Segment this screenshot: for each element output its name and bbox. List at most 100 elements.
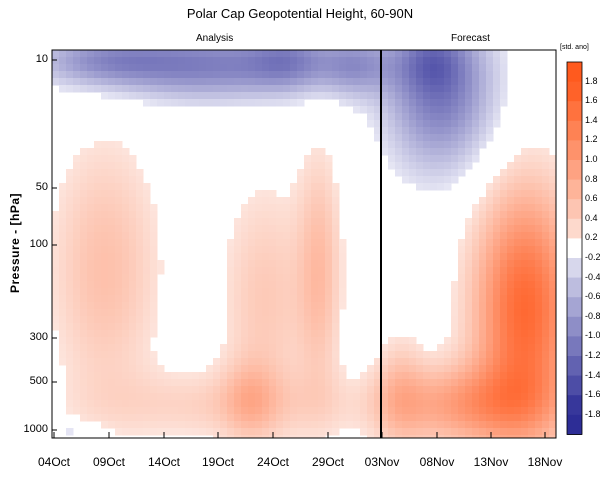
heatmap-cell <box>479 246 487 254</box>
heatmap-cell <box>283 57 291 65</box>
heatmap-cell <box>458 358 466 366</box>
heatmap-cell <box>479 358 487 366</box>
heatmap-cell <box>290 71 298 79</box>
heatmap-cell <box>472 372 480 380</box>
heatmap-cell <box>94 64 102 72</box>
heatmap-cell <box>318 372 326 380</box>
heatmap-cell <box>80 57 88 65</box>
heatmap-cell <box>164 64 172 72</box>
heatmap-cell <box>297 218 305 226</box>
heatmap-cell <box>255 351 263 359</box>
heatmap-cell <box>367 71 375 79</box>
heatmap-cell <box>437 141 445 149</box>
heatmap-cell <box>150 393 158 401</box>
heatmap-cell <box>276 246 284 254</box>
heatmap-cell <box>262 288 270 296</box>
heatmap-cell <box>290 344 298 352</box>
heatmap-cell <box>73 323 81 331</box>
heatmap-cell <box>304 351 312 359</box>
colorbar-label: 0.4 <box>585 212 598 223</box>
heatmap-cell <box>73 218 81 226</box>
heatmap-cell <box>234 414 242 422</box>
heatmap-cell <box>353 78 361 86</box>
heatmap-cell <box>339 99 347 107</box>
colorbar-label: -0.6 <box>585 291 600 302</box>
heatmap-cell <box>416 176 424 184</box>
heatmap-cell <box>381 106 389 114</box>
colorbar-segment <box>567 297 582 318</box>
heatmap-cell <box>59 239 67 247</box>
heatmap-cell <box>500 386 508 394</box>
heatmap-cell <box>227 358 235 366</box>
heatmap-cell <box>549 246 557 254</box>
heatmap-cell <box>451 141 459 149</box>
heatmap-cell <box>185 400 193 408</box>
heatmap-cell <box>325 428 333 436</box>
heatmap-cell <box>255 50 263 58</box>
heatmap-cell <box>493 435 501 439</box>
heatmap-cell <box>108 393 116 401</box>
heatmap-cell <box>521 288 529 296</box>
heatmap-cell <box>276 414 284 422</box>
heatmap-cell <box>325 246 333 254</box>
heatmap-cell <box>521 232 529 240</box>
heatmap-cell <box>297 267 305 275</box>
heatmap-cell <box>178 379 186 387</box>
heatmap-cell <box>115 414 123 422</box>
heatmap-cell <box>542 351 550 359</box>
heatmap-cell <box>150 64 158 72</box>
heatmap-cell <box>276 232 284 240</box>
heatmap-cell <box>66 358 74 366</box>
heatmap-cell <box>451 295 459 303</box>
heatmap-cell <box>388 386 396 394</box>
heatmap-cell <box>283 351 291 359</box>
heatmap-cell <box>115 176 123 184</box>
heatmap-cell <box>115 260 123 268</box>
heatmap-cell <box>493 225 501 233</box>
heatmap-cell <box>269 267 277 275</box>
heatmap-cell <box>332 351 340 359</box>
heatmap-cell <box>444 127 452 135</box>
heatmap-cell <box>493 85 501 93</box>
heatmap-cell <box>360 57 368 65</box>
heatmap-cell <box>136 386 144 394</box>
heatmap-cell <box>80 316 88 324</box>
heatmap-cell <box>269 281 277 289</box>
heatmap-cell <box>115 148 123 156</box>
heatmap-cell <box>514 218 522 226</box>
heatmap-cell <box>353 393 361 401</box>
heatmap-cell <box>318 190 326 198</box>
heatmap-cell <box>297 302 305 310</box>
heatmap-cell <box>164 78 172 86</box>
heatmap-cell <box>472 64 480 72</box>
heatmap-cell <box>304 316 312 324</box>
heatmap-cell <box>304 155 312 163</box>
heatmap-cell <box>80 148 88 156</box>
heatmap-cell <box>416 162 424 170</box>
heatmap-cell <box>507 428 515 436</box>
heatmap-cell <box>416 183 424 191</box>
heatmap-cell <box>136 78 144 86</box>
heatmap-cell <box>416 351 424 359</box>
heatmap-cell <box>325 204 333 212</box>
heatmap-cell <box>234 400 242 408</box>
heatmap-cell <box>549 414 557 422</box>
heatmap-cell <box>549 288 557 296</box>
heatmap-cell <box>332 260 340 268</box>
heatmap-cell <box>234 435 242 439</box>
heatmap-cell <box>416 400 424 408</box>
heatmap-cell <box>241 288 249 296</box>
heatmap-cell <box>486 204 494 212</box>
heatmap-cell <box>409 127 417 135</box>
heatmap-cell <box>374 428 382 436</box>
heatmap-cell <box>59 183 67 191</box>
heatmap-cell <box>465 232 473 240</box>
heatmap-cell <box>241 351 249 359</box>
heatmap-cell <box>304 253 312 261</box>
heatmap-cell <box>542 302 550 310</box>
heatmap-cell <box>479 253 487 261</box>
heatmap-cell <box>122 71 130 79</box>
heatmap-cell <box>171 379 179 387</box>
heatmap-cell <box>332 337 340 345</box>
heatmap-cell <box>542 246 550 254</box>
